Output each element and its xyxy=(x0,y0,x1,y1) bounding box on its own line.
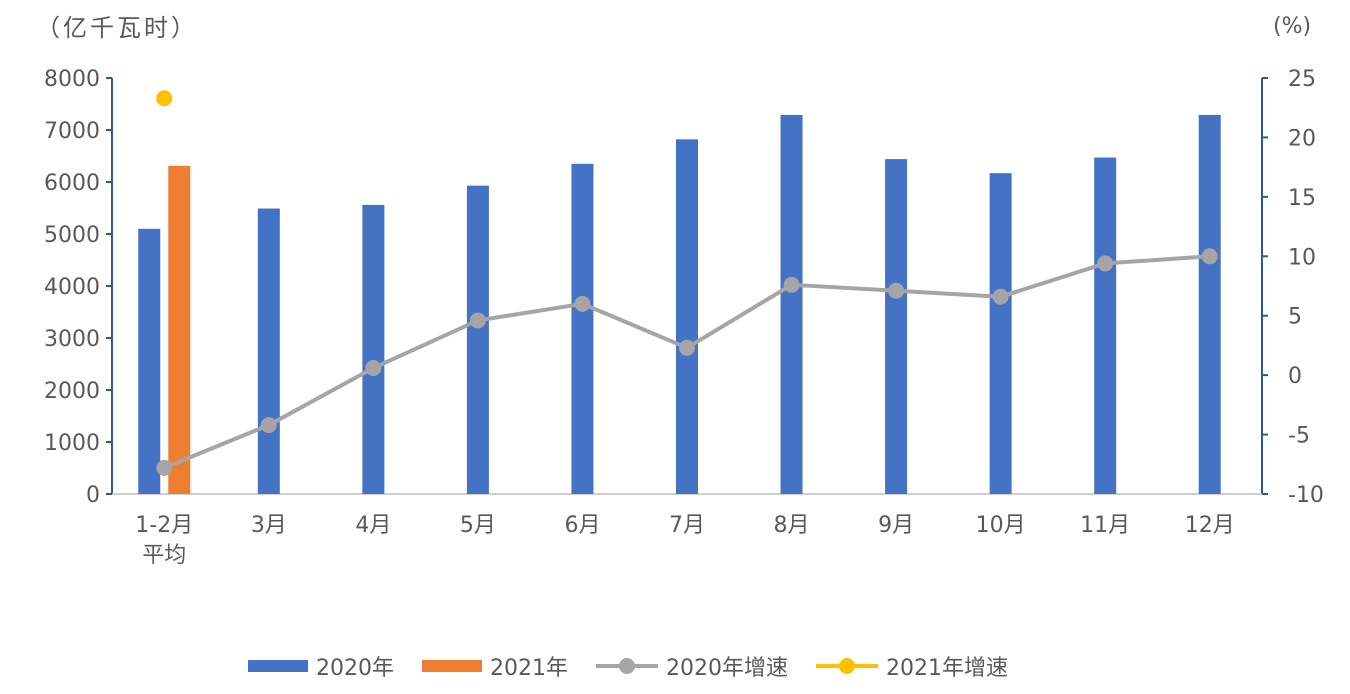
bar-2020年 xyxy=(989,173,1012,494)
bar-2020年 xyxy=(466,185,489,494)
bar-2020年 xyxy=(571,163,594,495)
category-label: 12月 xyxy=(1185,513,1235,538)
right-tick-label: 20 xyxy=(1288,126,1316,151)
left-tick-label: 3000 xyxy=(44,327,100,352)
right-tick-label: -5 xyxy=(1288,424,1310,449)
category-label: 平均 xyxy=(142,543,186,568)
left-tick-label: 1000 xyxy=(44,431,100,456)
bar-2020年 xyxy=(1198,114,1221,495)
bar-2020年 xyxy=(780,114,803,495)
legend-item-2020-growth: 2020年增速 xyxy=(596,650,788,682)
bar-2020年 xyxy=(885,159,908,494)
point-2021年增速 xyxy=(156,90,173,107)
bar-2020年 xyxy=(1094,157,1117,494)
point-2020年增速 xyxy=(260,417,277,434)
legend-label-2021: 2021年 xyxy=(490,656,568,681)
category-label: 6月 xyxy=(564,513,600,538)
category-label: 11月 xyxy=(1080,513,1130,538)
category-label: 10月 xyxy=(976,513,1026,538)
legend-label-2020: 2020年 xyxy=(316,656,394,681)
category-label: 3月 xyxy=(251,513,287,538)
bar-2021年 xyxy=(168,165,191,494)
category-label: 7月 xyxy=(669,513,705,538)
left-tick-label: 5000 xyxy=(44,223,100,248)
legend-swatch-2020-growth xyxy=(596,656,658,676)
right-tick-label: 25 xyxy=(1288,67,1316,92)
point-2020年增速 xyxy=(992,288,1009,305)
left-tick-label: 7000 xyxy=(44,119,100,144)
point-2020年增速 xyxy=(679,339,695,356)
legend-item-2021-growth: 2021年增速 xyxy=(816,650,1008,682)
bar-2020年 xyxy=(362,204,385,494)
point-2020年增速 xyxy=(574,295,591,312)
legend-swatch-2021-growth xyxy=(816,656,878,676)
left-tick-label: 6000 xyxy=(44,171,100,196)
point-2020年增速 xyxy=(1201,248,1218,265)
legend-item-2020: 2020年 xyxy=(248,650,394,682)
point-2020年增速 xyxy=(469,312,486,329)
category-label: 8月 xyxy=(774,513,810,538)
point-2020年增速 xyxy=(156,459,173,476)
category-label: 1-2月 xyxy=(135,513,193,538)
point-2020年增速 xyxy=(365,360,382,377)
legend-item-2021: 2021年 xyxy=(422,650,568,682)
bar-2020年 xyxy=(138,228,161,495)
legend-label-2020-growth: 2020年增速 xyxy=(666,656,788,681)
right-tick-label: 15 xyxy=(1288,186,1316,211)
right-tick-label: 5 xyxy=(1288,305,1302,330)
right-tick-label: 0 xyxy=(1288,364,1302,389)
left-axis-unit: （亿千瓦时） xyxy=(36,14,198,42)
bar-2020年 xyxy=(257,208,280,494)
left-tick-label: 2000 xyxy=(44,379,100,404)
legend-swatch-2021 xyxy=(422,660,482,672)
left-tick-label: 0 xyxy=(86,483,100,508)
left-tick-label: 8000 xyxy=(44,67,100,92)
right-axis-unit: (%) xyxy=(1273,14,1312,39)
category-label: 4月 xyxy=(355,513,391,538)
left-tick-label: 4000 xyxy=(44,275,100,300)
point-2020年增速 xyxy=(783,276,800,293)
legend: 2020年 2021年 2020年增速 2021年增速 xyxy=(248,650,1036,682)
bar-2020年 xyxy=(676,139,698,495)
legend-label-2021-growth: 2021年增速 xyxy=(886,656,1008,681)
point-2020年增速 xyxy=(888,282,905,299)
right-tick-label: -10 xyxy=(1288,483,1324,508)
category-label: 5月 xyxy=(460,513,496,538)
category-label: 9月 xyxy=(878,513,914,538)
point-2020年增速 xyxy=(1097,255,1114,272)
legend-swatch-2020 xyxy=(248,660,308,672)
right-tick-label: 10 xyxy=(1288,245,1316,270)
